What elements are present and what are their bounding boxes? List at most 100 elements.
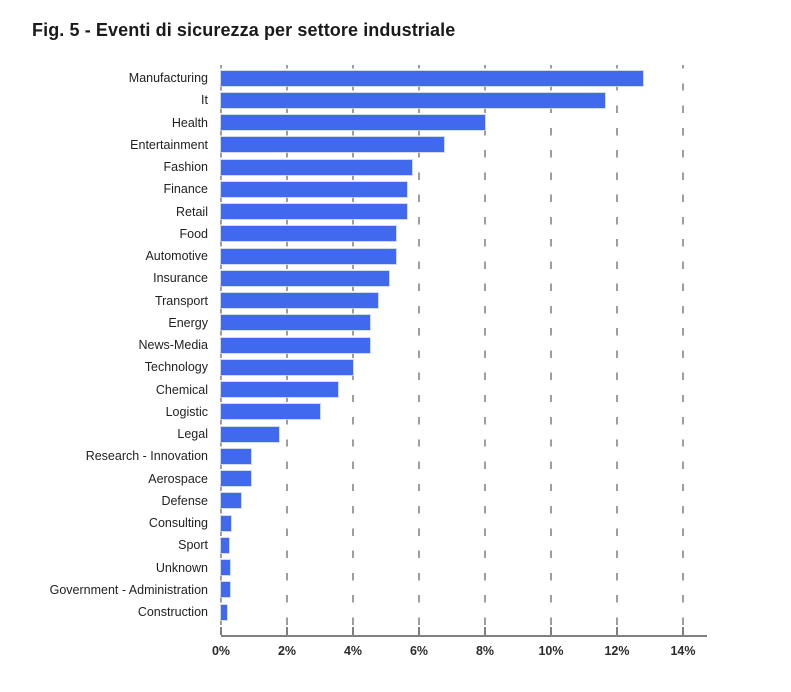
- bar: [221, 248, 396, 264]
- bar-track: [221, 226, 707, 242]
- bar-track: [221, 181, 707, 197]
- category-label: Construction: [137, 605, 208, 620]
- category-label: Health: [171, 115, 208, 130]
- x-axis-tick-label: 4%: [343, 644, 363, 659]
- bar-row: Government - Administration: [8, 579, 783, 601]
- bar-track: [221, 515, 707, 531]
- bar-track: [221, 70, 707, 86]
- category-label: Chemical: [155, 382, 208, 397]
- category-label: It: [201, 93, 208, 108]
- bar-row: Technology: [8, 356, 783, 378]
- bar-track: [221, 404, 707, 420]
- bar-track: [221, 92, 707, 108]
- bar-row: Consulting: [8, 512, 783, 534]
- bar-chart: Manufacturing It Health Entertainment Fashio…: [8, 65, 783, 667]
- bar-track: [221, 471, 707, 487]
- category-label: Automotive: [145, 249, 208, 264]
- category-label: Defense: [161, 493, 208, 508]
- x-axis-tick-label: 8%: [475, 644, 495, 659]
- bar-track: [221, 537, 707, 553]
- bar-row: Health: [8, 112, 783, 134]
- bar-track: [221, 448, 707, 464]
- bar-track: [221, 426, 707, 442]
- bar-track: [221, 204, 707, 220]
- category-label: News-Media: [138, 338, 208, 353]
- gridline: [418, 65, 420, 637]
- category-label: Unknown: [155, 560, 208, 575]
- bar: [221, 604, 227, 620]
- bar-row: Food: [8, 223, 783, 245]
- bar-row: Construction: [8, 601, 783, 623]
- category-label: Sport: [178, 538, 208, 553]
- category-label: Government - Administration: [49, 582, 208, 597]
- bar-row: Defense: [8, 490, 783, 512]
- page-title: Fig. 5 - Eventi di sicurezza per settore…: [32, 20, 456, 40]
- bar: [221, 337, 370, 353]
- bar-track: [221, 337, 707, 353]
- bar-row: Manufacturing: [8, 67, 783, 89]
- x-axis-tick-label: 14%: [670, 644, 696, 659]
- bar-track: [221, 493, 707, 509]
- bar: [221, 137, 444, 153]
- x-axis-tick: [220, 627, 222, 636]
- bar-row: Retail: [8, 201, 783, 223]
- category-label: Logistic: [165, 404, 208, 419]
- bar-row: Automotive: [8, 245, 783, 267]
- x-axis-tick: [418, 627, 420, 636]
- category-label: Entertainment: [130, 137, 208, 152]
- category-label: Transport: [154, 293, 208, 308]
- bar: [221, 226, 396, 242]
- bar: [221, 181, 408, 197]
- bar: [221, 471, 251, 487]
- bar: [221, 359, 353, 375]
- x-axis-tick: [682, 627, 684, 636]
- x-axis-tick-label: 10%: [538, 644, 564, 659]
- bar-row: Legal: [8, 423, 783, 445]
- bar-row: Energy: [8, 312, 783, 334]
- bar-row: Research - Innovation: [8, 445, 783, 467]
- bar: [221, 582, 231, 598]
- x-axis-tick-label: 6%: [409, 644, 429, 659]
- category-label: Energy: [168, 315, 208, 330]
- category-label: Legal: [177, 427, 208, 442]
- plot-area: Manufacturing It Health Entertainment Fashio…: [8, 67, 783, 623]
- bar-row: Finance: [8, 178, 783, 200]
- bar: [221, 448, 251, 464]
- category-label: Insurance: [153, 271, 208, 286]
- bar-track: [221, 359, 707, 375]
- x-axis-tick: [550, 627, 552, 636]
- bar: [221, 537, 230, 553]
- gridline: [484, 65, 486, 637]
- x-axis-tick-label: 0%: [211, 644, 231, 659]
- bar-row: Insurance: [8, 267, 783, 289]
- bar: [221, 560, 231, 576]
- bar: [221, 159, 413, 175]
- bar: [221, 204, 408, 220]
- bar: [221, 493, 241, 509]
- bar-track: [221, 248, 707, 264]
- bar: [221, 92, 606, 108]
- category-label: Technology: [144, 360, 208, 375]
- x-axis-tick: [484, 627, 486, 636]
- bar: [221, 70, 644, 86]
- x-axis-tick-label: 12%: [604, 644, 630, 659]
- category-label: Retail: [176, 204, 208, 219]
- bar-row: Transport: [8, 290, 783, 312]
- category-label: Research - Innovation: [85, 449, 208, 464]
- bar-track: [221, 270, 707, 286]
- bar-row: Chemical: [8, 379, 783, 401]
- category-label: Food: [179, 226, 209, 241]
- bar-track: [221, 159, 707, 175]
- bar-track: [221, 382, 707, 398]
- bar-track: [221, 137, 707, 153]
- bar: [221, 115, 485, 131]
- bar: [221, 293, 378, 309]
- bar-row: Sport: [8, 534, 783, 556]
- category-label: Fashion: [163, 160, 208, 175]
- bar-row: Fashion: [8, 156, 783, 178]
- bar: [221, 315, 370, 331]
- bar-row: It: [8, 89, 783, 111]
- bar-row: News-Media: [8, 334, 783, 356]
- bar: [221, 404, 320, 420]
- x-axis-tick: [286, 627, 288, 636]
